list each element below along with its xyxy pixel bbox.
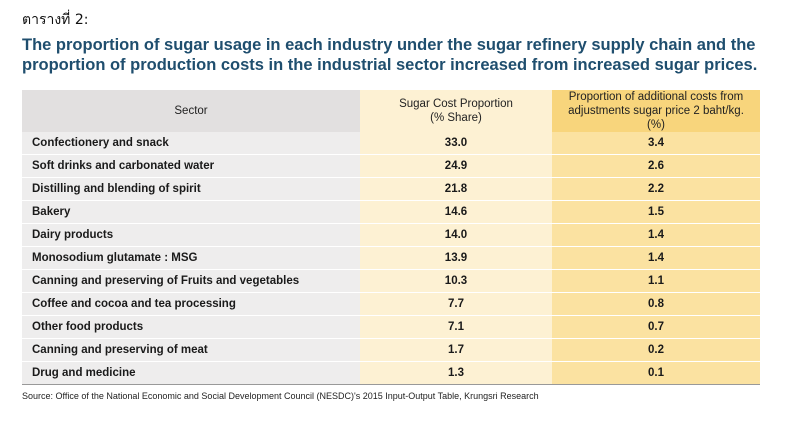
table-row: Monosodium glutamate : MSG 13.9 1.4 [22,246,760,270]
added-cost-cell: 1.5 [552,200,760,224]
added-cost-cell: 2.6 [552,154,760,178]
share-cell: 1.7 [360,338,552,362]
sector-cell: Confectionery and snack [22,132,360,155]
share-cell: 14.6 [360,200,552,224]
table-row: Coffee and cocoa and tea processing 7.7 0.… [22,292,760,316]
added-cost-cell: 1.4 [552,246,760,270]
sector-cell: Soft drinks and carbonated water [22,154,360,178]
sector-cell: Dairy products [22,223,360,247]
table-row: Drug and medicine 1.3 0.1 [22,361,760,385]
table-row: Canning and preserving of Fruits and veg… [22,269,760,293]
added-cost-cell: 0.2 [552,338,760,362]
sector-cell: Distilling and blending of spirit [22,177,360,201]
table-row: Other food products 7.1 0.7 [22,315,760,339]
sector-cell: Canning and preserving of Fruits and veg… [22,269,360,293]
table-row: Canning and preserving of meat 1.7 0.2 [22,338,760,362]
share-cell: 10.3 [360,269,552,293]
table-row: Soft drinks and carbonated water 24.9 2.6 [22,154,760,178]
table-body: Confectionery and snack 33.0 3.4 Soft drink… [22,132,760,385]
added-cost-cell: 1.1 [552,269,760,293]
sector-cell: Bakery [22,200,360,224]
sector-cell: Canning and preserving of meat [22,338,360,362]
table-title: The proportion of sugar usage in each in… [22,36,758,74]
share-cell: 1.3 [360,361,552,385]
sector-cell: Other food products [22,315,360,339]
sector-cell: Drug and medicine [22,361,360,385]
sugar-cost-table: Sector Sugar Cost Proportion (% Share) P… [22,90,760,385]
sector-cell: Monosodium glutamate : MSG [22,246,360,270]
header-sugar-cost-proportion: Sugar Cost Proportion (% Share) [360,90,552,132]
table-label: ตารางที่ 2: [22,12,89,28]
table-row: Bakery 14.6 1.5 [22,200,760,224]
header-added-line1: Proportion of additional costs from [568,91,744,103]
added-cost-cell: 0.1 [552,361,760,385]
table-row: Distilling and blending of spirit 21.8 2.2 [22,177,760,201]
share-cell: 7.1 [360,315,552,339]
table-row: Confectionery and snack 33.0 3.4 [22,132,760,155]
added-cost-cell: 0.7 [552,315,760,339]
share-cell: 13.9 [360,246,552,270]
added-cost-cell: 1.4 [552,223,760,247]
header-share-line1: Sugar Cost Proportion [399,98,513,110]
added-cost-cell: 2.2 [552,177,760,201]
share-cell: 21.8 [360,177,552,201]
share-cell: 24.9 [360,154,552,178]
added-cost-cell: 3.4 [552,132,760,155]
share-cell: 14.0 [360,223,552,247]
header-added-line2: adjustments sugar price 2 baht/kg. (%) [568,105,744,131]
share-cell: 33.0 [360,132,552,155]
header-sector: Sector [22,90,360,132]
share-cell: 7.7 [360,292,552,316]
header-additional-costs: Proportion of additional costs from adju… [552,90,760,132]
source-note: Source: Office of the National Economic … [22,391,539,401]
table-row: Dairy products 14.0 1.4 [22,223,760,247]
sector-cell: Coffee and cocoa and tea processing [22,292,360,316]
table-header-row: Sector Sugar Cost Proportion (% Share) P… [22,90,760,132]
added-cost-cell: 0.8 [552,292,760,316]
header-share-line2: (% Share) [430,112,482,124]
